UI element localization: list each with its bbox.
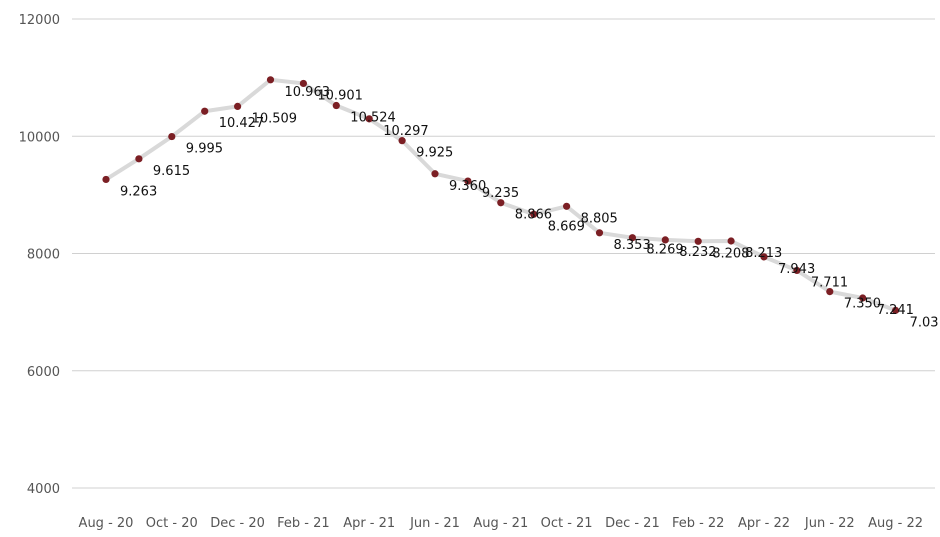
data-label: 8.208 bbox=[712, 246, 749, 261]
x-tick-label: Jun - 22 bbox=[804, 516, 855, 531]
data-label: 7.241 bbox=[877, 303, 914, 318]
data-point bbox=[694, 237, 702, 245]
data-point bbox=[299, 79, 307, 88]
data-label: 10.427 bbox=[219, 116, 265, 131]
x-tick-label: Oct - 20 bbox=[146, 516, 198, 531]
markers bbox=[102, 76, 900, 314]
data-label: 9.615 bbox=[153, 164, 190, 179]
x-tick-label: Aug - 21 bbox=[473, 516, 528, 531]
data-label: 8.805 bbox=[581, 211, 618, 226]
data-point bbox=[497, 199, 505, 207]
x-tick-label: Jun - 21 bbox=[409, 516, 460, 531]
data-point bbox=[135, 155, 143, 163]
data-label: 10.524 bbox=[350, 111, 396, 126]
x-tick-label: Feb - 22 bbox=[672, 516, 725, 531]
data-label: 8.269 bbox=[646, 243, 683, 258]
y-tick-label: 10000 bbox=[19, 130, 60, 145]
data-label: 7.350 bbox=[844, 297, 881, 312]
data-label: 10.901 bbox=[317, 88, 363, 103]
data-point bbox=[431, 170, 439, 178]
data-label: 8.866 bbox=[515, 208, 552, 223]
gridlines bbox=[72, 18, 935, 489]
data-point bbox=[201, 107, 209, 115]
data-point bbox=[661, 236, 669, 244]
y-tick-label: 6000 bbox=[27, 365, 60, 380]
x-tick-label: Aug - 22 bbox=[868, 516, 923, 531]
data-label: 9.235 bbox=[482, 186, 519, 201]
data-point bbox=[168, 132, 176, 141]
data-point bbox=[628, 234, 637, 242]
x-tick-label: Oct - 21 bbox=[541, 516, 593, 531]
data-label: 8.669 bbox=[548, 219, 585, 234]
data-label: 8.213 bbox=[745, 246, 782, 261]
data-label: 7.943 bbox=[778, 262, 815, 277]
data-label: 8.232 bbox=[679, 245, 716, 260]
data-point bbox=[365, 115, 373, 123]
data-label: 9.360 bbox=[449, 179, 486, 194]
x-axis-ticks: Aug - 20 Oct - 20 Dec - 20 Feb - 21 Apr - 21… bbox=[79, 516, 923, 531]
data-point bbox=[859, 294, 867, 302]
y-tick-label: 12000 bbox=[19, 13, 60, 28]
data-point bbox=[102, 175, 110, 184]
data-point bbox=[727, 237, 735, 245]
data-label: 9.263 bbox=[120, 184, 157, 199]
data-label: 10.297 bbox=[383, 124, 429, 139]
data-point bbox=[892, 306, 900, 314]
data-point bbox=[793, 266, 801, 275]
y-tick-label: 8000 bbox=[27, 248, 60, 263]
y-tick-label: 4000 bbox=[27, 482, 60, 497]
data-point bbox=[464, 177, 472, 185]
data-point bbox=[595, 229, 604, 237]
x-tick-label: Dec - 21 bbox=[605, 516, 660, 531]
data-point bbox=[760, 253, 768, 261]
data-label: 10.509 bbox=[252, 111, 298, 126]
x-tick-label: Feb - 21 bbox=[277, 516, 330, 531]
data-point bbox=[563, 202, 571, 210]
data-label: 9.925 bbox=[416, 146, 453, 161]
data-label: 9.995 bbox=[186, 142, 223, 157]
data-point bbox=[234, 102, 242, 111]
data-point bbox=[530, 210, 538, 218]
data-point bbox=[332, 101, 340, 110]
y-axis-ticks: 4000 6000 8000 10000 12000 bbox=[19, 13, 60, 497]
data-label: 7.03 bbox=[910, 315, 939, 330]
data-point bbox=[266, 76, 275, 84]
x-tick-label: Aug - 20 bbox=[79, 516, 134, 531]
data-point bbox=[398, 137, 406, 145]
data-label: 7.711 bbox=[811, 275, 848, 290]
x-tick-label: Apr - 21 bbox=[343, 516, 395, 531]
data-point bbox=[826, 288, 834, 296]
data-label: 10.963 bbox=[285, 85, 331, 100]
x-tick-label: Dec - 20 bbox=[210, 516, 265, 531]
x-tick-label: Apr - 22 bbox=[738, 516, 790, 531]
data-label: 8.353 bbox=[614, 238, 651, 253]
